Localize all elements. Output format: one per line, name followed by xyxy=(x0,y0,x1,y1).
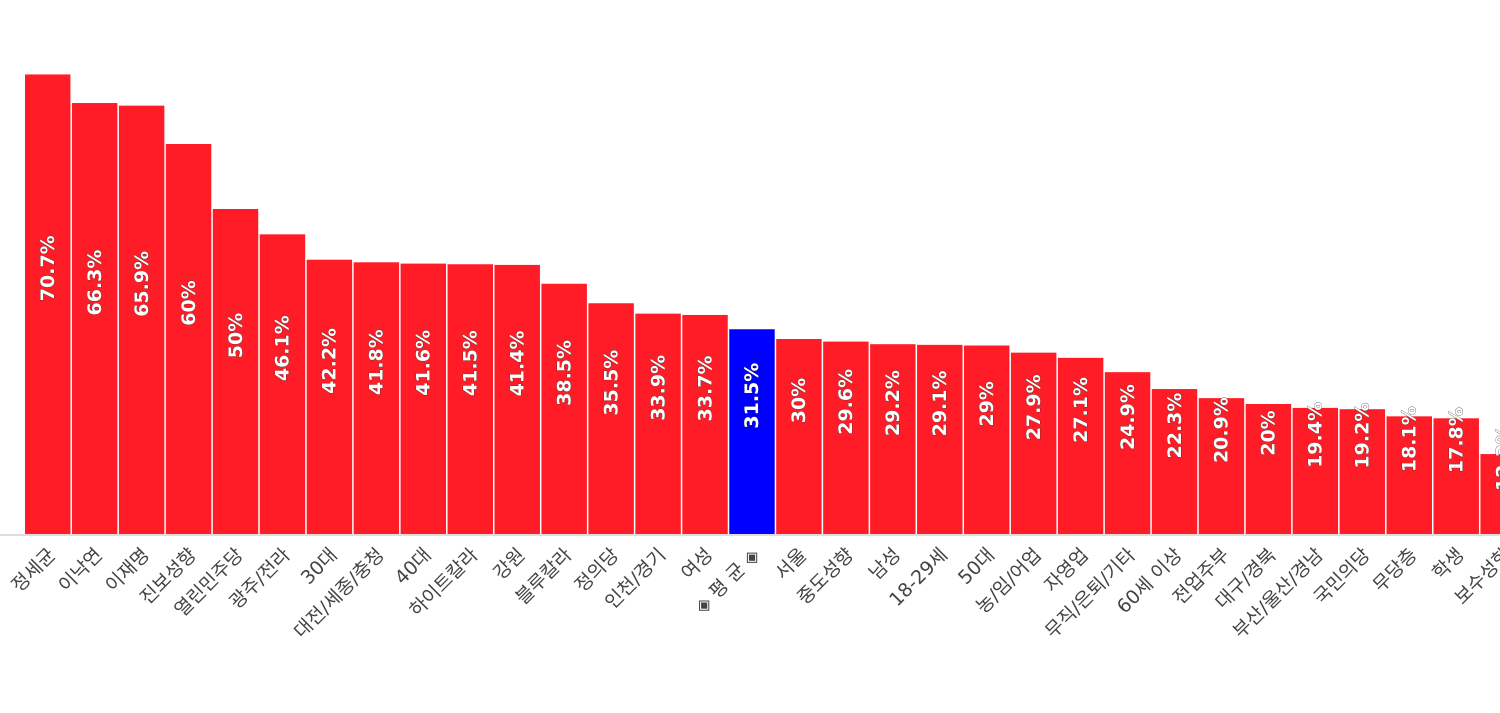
bar xyxy=(635,313,681,534)
bar xyxy=(541,283,587,534)
value-label: 27.9% xyxy=(1023,374,1045,440)
x-tick-label: 이낙연 xyxy=(54,544,107,597)
value-label: 29.2% xyxy=(882,370,904,436)
value-label: 42.2% xyxy=(319,328,341,394)
bar xyxy=(1245,404,1292,534)
bar xyxy=(964,345,1010,534)
value-label: 17.8% xyxy=(1445,407,1467,473)
bar xyxy=(25,74,71,534)
value-label: 41.4% xyxy=(506,330,528,396)
value-label: 41.8% xyxy=(366,329,388,395)
bar xyxy=(118,105,165,535)
value-label: 29.6% xyxy=(835,369,857,435)
value-label: 50% xyxy=(225,313,247,358)
bar xyxy=(1339,409,1386,534)
value-label: 19.4% xyxy=(1305,402,1327,468)
bar xyxy=(1104,372,1151,534)
value-label: 19.2% xyxy=(1352,403,1374,469)
bar xyxy=(212,209,259,534)
x-tick-label: 서울 xyxy=(771,544,811,584)
value-label: 33.7% xyxy=(694,356,716,422)
bar xyxy=(729,329,775,534)
bar xyxy=(823,341,869,534)
value-label: 29.1% xyxy=(929,370,951,436)
bar xyxy=(400,263,447,534)
bar xyxy=(917,344,963,534)
bar xyxy=(1433,418,1479,534)
bar xyxy=(682,314,728,534)
x-tick-label: 무당층 xyxy=(1369,544,1422,597)
bar xyxy=(1292,407,1339,534)
value-label: 38.5% xyxy=(553,340,575,406)
value-label: 41.6% xyxy=(413,330,435,396)
x-tick-label: 강원 xyxy=(489,544,529,584)
bar xyxy=(870,344,916,534)
bar xyxy=(1386,416,1432,534)
value-label: 30% xyxy=(788,378,810,423)
value-label: 33.9% xyxy=(647,355,669,421)
bar xyxy=(1010,352,1057,534)
value-label: 20% xyxy=(1258,410,1280,455)
bar xyxy=(259,234,306,534)
bar xyxy=(353,262,400,534)
value-label: 27.1% xyxy=(1070,377,1092,443)
x-tick-label: 정세균 xyxy=(7,544,60,597)
value-label: 66.3% xyxy=(84,250,106,316)
value-label: 41.5% xyxy=(460,330,482,396)
bar xyxy=(1198,398,1245,534)
value-label: 35.5% xyxy=(600,350,622,416)
bar xyxy=(71,103,118,535)
value-label: 29% xyxy=(976,381,998,426)
value-label: 20.9% xyxy=(1211,397,1233,463)
bar xyxy=(588,303,634,534)
value-label: 46.1% xyxy=(272,315,294,381)
value-label: 12.3% xyxy=(1492,425,1500,491)
value-label: 31.5% xyxy=(741,363,763,429)
bar xyxy=(447,264,493,534)
x-tick-label: 남성 xyxy=(865,544,905,584)
value-label: 24.9% xyxy=(1117,384,1139,450)
x-tick-label: 여성 xyxy=(677,544,717,584)
bar xyxy=(165,144,212,534)
bar xyxy=(494,264,540,534)
bar xyxy=(776,339,822,534)
bar xyxy=(306,259,353,534)
bar xyxy=(1480,454,1500,534)
value-label: 70.7% xyxy=(37,235,59,301)
value-label: 22.3% xyxy=(1164,393,1186,459)
value-label: 60% xyxy=(178,280,200,325)
value-label: 18.1% xyxy=(1399,406,1421,472)
x-tick-label: 학생 xyxy=(1428,544,1468,584)
bar xyxy=(1057,357,1104,534)
bar xyxy=(1151,389,1198,534)
value-label: 65.9% xyxy=(131,251,153,317)
